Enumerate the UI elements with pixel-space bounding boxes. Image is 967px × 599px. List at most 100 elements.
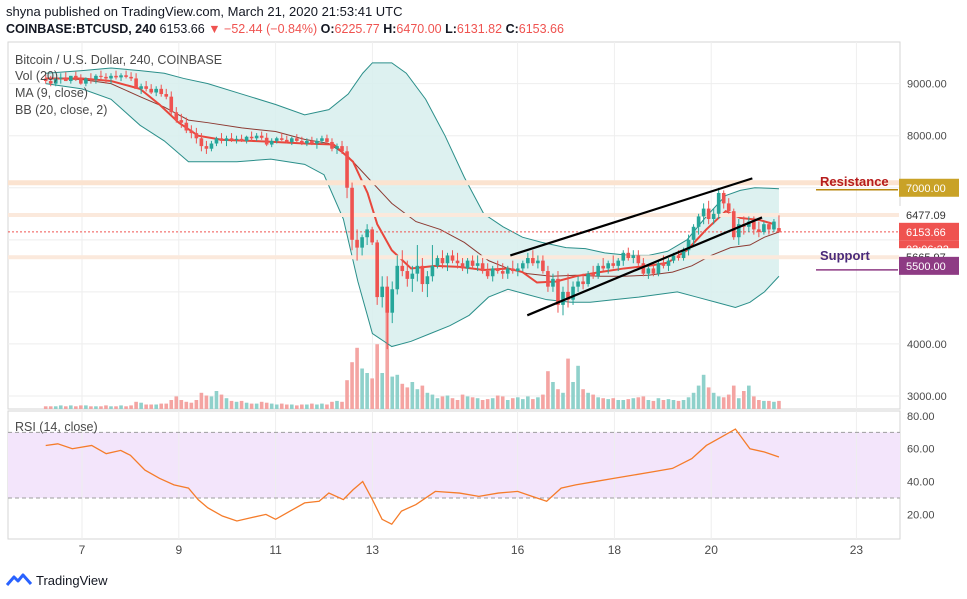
candle-body [204,146,209,149]
candle-body [169,96,174,113]
volume-bar [475,398,480,409]
volume-bar [264,402,269,409]
volume-bar [561,392,565,409]
candle-body [731,211,736,238]
candle-body [164,94,169,97]
candle-body [289,138,294,142]
rsi-tick-label: 40.00 [907,477,935,489]
candle-body [58,77,63,79]
volume-bar [149,404,153,409]
candle-body [777,228,781,232]
volume-bar [752,396,756,409]
volume-bar [772,401,776,409]
brand-name: TradingView [36,572,108,588]
low-value: 6131.82 [456,22,503,36]
candle-body [315,140,319,144]
candle-body [390,289,395,313]
x-tick-label: 13 [366,543,380,557]
volume-bar [385,302,390,409]
volume-bar [139,402,143,409]
candle-body [360,237,364,248]
volume-bar [244,402,249,409]
candle-body [84,78,88,84]
price-tick-label: 3000.00 [907,391,947,403]
volume-bar [58,405,63,409]
candle-body [365,229,369,238]
candle-body [199,138,204,147]
candle-body [676,255,681,259]
candle-body [154,88,158,93]
candle-body [656,263,661,274]
x-tick-label: 7 [79,543,86,557]
volume-bar [239,400,244,409]
volume-bar [320,403,324,409]
volume-bar [214,391,219,409]
candle-body [767,224,771,230]
volume-bar [676,400,681,409]
candle-body [621,252,626,261]
candle-body [385,286,390,313]
rsi-tick-label: 20.00 [907,509,935,521]
x-tick-label: 23 [850,543,864,557]
volume-bar [189,402,194,409]
volume-bar [777,400,781,409]
volume-bar [63,406,68,409]
volume-bar [626,399,631,409]
candle-body [340,146,344,152]
candle-body [144,86,148,89]
volume-bar [84,405,88,409]
volume-bar [681,400,686,409]
volume-bar [94,406,98,409]
volume-bar [249,403,254,409]
candle-body [616,260,621,266]
volume-bar [365,373,369,409]
candle-body [184,122,189,131]
candle-body [752,221,756,230]
price-change: −52.44 (−0.84%) [224,22,318,36]
volume-bar [48,406,53,409]
volume-bar [204,395,209,409]
volume-bar [696,385,701,409]
volume-bar [515,397,520,409]
volume-bar [259,401,264,409]
volume-bar [736,398,741,409]
candle-body [736,224,741,238]
volume-bar [99,406,103,409]
candle-body [626,252,631,259]
volume-bar [445,395,450,409]
upper-price-text: 6477.09 [906,210,946,222]
bollinger-upper-line [45,62,779,256]
candle-body [586,273,590,285]
volume-bar [194,400,199,409]
volume-bar [556,389,560,409]
volume-bar [295,405,299,409]
volume-bar [661,400,666,409]
candle-body [264,137,269,145]
volume-bar [711,392,716,409]
x-tick-label: 18 [608,543,622,557]
volume-bar [340,401,344,409]
candle-body [149,88,153,93]
candle-body [515,268,520,272]
candle-body [495,268,500,272]
x-tick-label: 16 [511,543,525,557]
candle-body [636,255,641,264]
volume-bar [591,394,595,409]
volume-bar [430,394,435,409]
volume-bar [400,383,405,409]
candle-body [556,278,560,305]
volume-bar [229,400,234,409]
candle-body [375,242,379,298]
candle-body [445,255,450,264]
x-tick-label: 20 [705,543,719,557]
footer-brand[interactable]: TradingView [6,572,108,588]
volume-bar [159,403,164,409]
candle-body [596,265,600,277]
rsi-tick-label: 60.00 [907,444,935,456]
volume-bar [154,404,158,409]
candle-body [134,78,138,89]
candle-body [505,268,510,274]
candle-body [330,141,334,149]
volume-bar [345,380,349,409]
